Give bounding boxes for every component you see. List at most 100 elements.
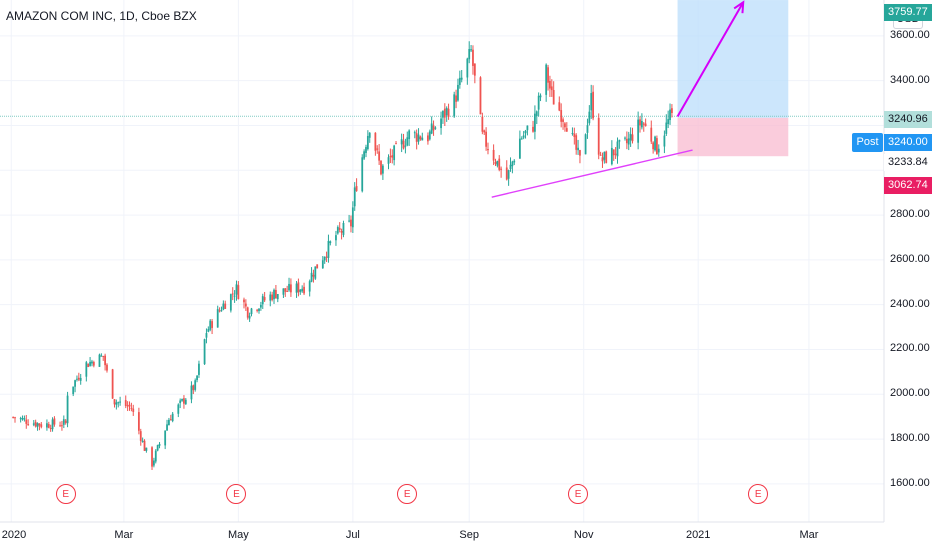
candle-body <box>417 134 420 142</box>
candle-body <box>222 303 225 310</box>
earnings-marker[interactable]: E <box>226 484 247 504</box>
candle-body <box>586 125 589 133</box>
candle <box>64 419 67 425</box>
candle <box>402 133 405 150</box>
candle <box>400 133 403 153</box>
candle-body <box>552 90 555 105</box>
candle-body <box>627 138 630 145</box>
candle-body <box>205 333 208 338</box>
candle <box>256 308 259 313</box>
candle <box>181 398 183 402</box>
candle <box>380 160 382 176</box>
candle-body <box>496 160 499 166</box>
candle-body <box>374 132 377 151</box>
candle <box>32 420 35 427</box>
candle <box>100 353 103 357</box>
candle <box>124 395 127 409</box>
candle-body <box>472 49 474 66</box>
candle-body <box>665 122 668 134</box>
candle <box>671 104 673 118</box>
candle-body <box>250 308 253 315</box>
candle <box>427 132 429 145</box>
candle-body <box>564 123 566 128</box>
candle-body <box>440 118 442 129</box>
candle <box>550 79 553 97</box>
x-tick-label: 2020 <box>1 529 27 541</box>
candle <box>479 76 482 115</box>
candle-body <box>355 186 358 191</box>
candle-body <box>141 440 144 442</box>
candle <box>350 215 352 233</box>
candle <box>177 403 180 418</box>
candle-body <box>421 137 424 141</box>
candle-body <box>494 161 497 164</box>
y-tick-label: 1600.00 <box>890 476 930 489</box>
candle-body <box>104 355 107 366</box>
candle-body <box>111 369 114 399</box>
candle <box>38 423 41 431</box>
earnings-marker[interactable]: E <box>397 484 418 504</box>
candle-body <box>351 207 354 228</box>
candle-body <box>49 428 52 430</box>
candle-body <box>128 404 131 407</box>
candle-body <box>19 418 22 420</box>
candle <box>104 353 107 371</box>
candle <box>154 449 157 464</box>
candle <box>137 407 140 435</box>
candle-body <box>117 402 120 404</box>
candle-body <box>308 281 311 292</box>
candle <box>485 127 488 151</box>
candle <box>171 411 174 423</box>
candle-body <box>415 133 418 142</box>
candle-body <box>192 385 195 391</box>
candle <box>644 118 647 127</box>
candle <box>301 285 304 293</box>
candle-body <box>21 418 24 420</box>
candle <box>269 291 272 307</box>
earnings-marker[interactable]: E <box>568 484 589 504</box>
candle-body <box>532 126 534 132</box>
candle <box>374 132 377 156</box>
candle-body <box>53 418 56 425</box>
candle-body <box>404 145 407 147</box>
candle <box>258 308 260 314</box>
earnings-marker[interactable]: E <box>55 484 76 504</box>
candle <box>616 137 619 164</box>
candle <box>453 91 456 118</box>
candle <box>79 373 82 385</box>
candle-body <box>325 256 328 258</box>
candle <box>102 355 105 361</box>
candle <box>539 93 542 102</box>
candle <box>652 141 655 154</box>
candle-body <box>295 283 298 293</box>
candle-body <box>177 404 180 414</box>
candle-body <box>98 354 101 367</box>
candle <box>592 85 594 121</box>
candle <box>376 145 379 154</box>
candle-body <box>579 150 581 156</box>
candle-body <box>46 423 48 428</box>
candle-body <box>316 264 319 269</box>
candle <box>36 422 39 431</box>
candle-body <box>32 423 35 425</box>
candle-body <box>601 157 604 162</box>
candle <box>21 415 24 421</box>
candle-body <box>66 395 69 424</box>
candle <box>342 220 345 238</box>
candle <box>325 251 328 263</box>
candle <box>498 155 501 172</box>
candle-body <box>366 136 369 150</box>
candle-body <box>522 135 525 138</box>
candle-body <box>91 361 93 364</box>
candle <box>132 404 135 416</box>
candle <box>505 160 508 181</box>
earnings-marker[interactable]: E <box>748 484 769 504</box>
candle-body <box>393 145 396 161</box>
candle <box>91 359 93 367</box>
candle-body <box>235 284 238 295</box>
candle <box>494 158 497 167</box>
candle-body <box>299 289 302 292</box>
candle-body <box>616 141 619 157</box>
candle <box>235 280 238 301</box>
